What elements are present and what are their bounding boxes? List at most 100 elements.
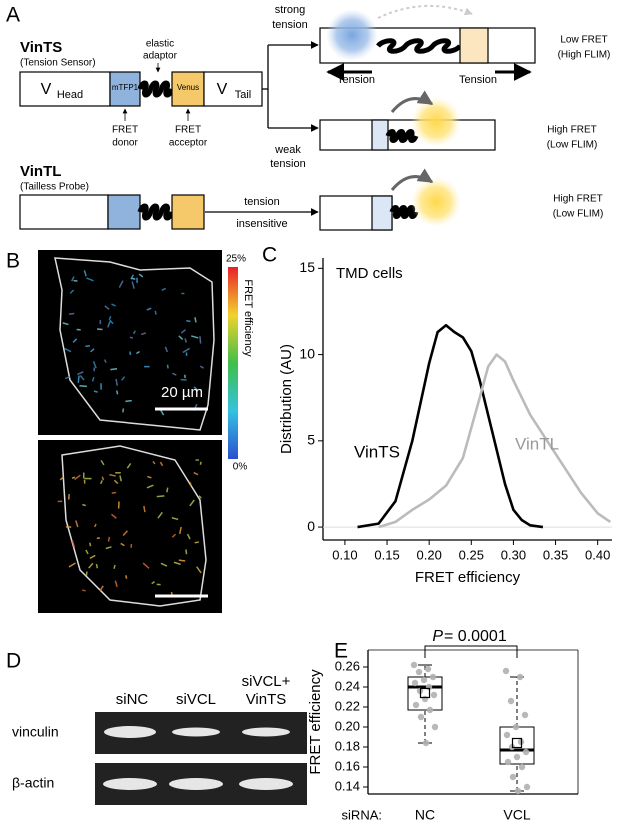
data-point [503, 731, 511, 739]
adhesion [193, 386, 199, 391]
adhesion [65, 526, 72, 528]
result-label: Low FRET [560, 35, 607, 46]
band [172, 727, 220, 737]
condition-label: tension [272, 19, 307, 31]
chart-title: TMD cells [336, 265, 403, 282]
adhesion [136, 277, 138, 284]
fret-arc [377, 5, 473, 19]
band [103, 778, 157, 790]
y-tick-label: 5 [307, 432, 315, 448]
adhesion [146, 307, 152, 311]
adhesion [159, 461, 164, 467]
adhesion [75, 520, 79, 528]
donor-label: FRET [112, 125, 138, 136]
adhesion [67, 494, 70, 500]
y-axis-label: Distribution (AU) [278, 344, 295, 454]
elastic-spring [137, 80, 175, 98]
adhesion [68, 562, 76, 568]
x-tick-label: 0.35 [543, 547, 568, 562]
adhesion [108, 315, 112, 321]
adhesion [144, 365, 150, 368]
adhesion [151, 581, 155, 585]
panel-letter: B [6, 250, 20, 273]
adhesion [110, 513, 117, 519]
adhesion [69, 312, 75, 315]
adhesion [101, 476, 105, 481]
data-point [507, 697, 515, 705]
adhesion [83, 479, 86, 484]
adhesion [140, 332, 147, 336]
adhesion [159, 409, 165, 416]
density-line [378, 353, 612, 529]
data-point [504, 758, 512, 766]
donor [371, 119, 389, 151]
mean [419, 687, 431, 699]
panel-letter: A [6, 4, 20, 27]
y-tick-label: 10 [299, 345, 315, 361]
adhesion [199, 365, 204, 369]
adhesion [185, 549, 188, 555]
data-point [415, 668, 423, 676]
panel-letter: D [6, 650, 21, 673]
condition-label: tension [270, 158, 305, 170]
adhesion [93, 390, 98, 393]
microscopy-image [38, 250, 222, 435]
adhesion [79, 374, 85, 381]
adhesion [156, 495, 165, 498]
microscopy-image [38, 440, 222, 613]
lane-label: siVCL [176, 691, 216, 708]
adhesion [57, 500, 63, 503]
adhesion [136, 350, 140, 355]
band [242, 727, 290, 737]
data-point [429, 673, 437, 681]
adhesion [122, 408, 125, 413]
x-tick-label: 0.20 [417, 547, 442, 562]
adhesion [130, 274, 135, 280]
adhesion [164, 346, 169, 353]
domain-subscript: Head [57, 89, 83, 101]
adhesion [71, 276, 75, 282]
adhesion [130, 543, 133, 548]
adhesion [64, 376, 71, 380]
adhesion [74, 474, 81, 481]
adhesion [82, 503, 86, 507]
adhesion [143, 505, 146, 513]
adhesion [154, 310, 157, 315]
adhesion [199, 461, 202, 465]
adhesion [93, 523, 97, 528]
result-label: High FRET [547, 125, 596, 136]
adhesion [82, 589, 86, 592]
adhesion [161, 287, 167, 291]
adhesion [122, 530, 128, 536]
adhesion [99, 585, 104, 592]
y-tick-label: 0.20 [335, 718, 360, 733]
data-point [430, 691, 438, 699]
force-label: Tension [337, 74, 375, 86]
acceptor-label: FRET [175, 125, 201, 136]
domain-subscript: Tail [235, 89, 252, 101]
adhesion [171, 517, 179, 521]
data-point [412, 701, 420, 709]
adhesion [178, 526, 182, 535]
force-label: Tension [459, 74, 497, 86]
adhesion [195, 459, 200, 461]
adhesion [114, 580, 118, 588]
adhesion [96, 537, 100, 540]
p-symbol: P [432, 628, 443, 645]
mtfp1 [109, 71, 141, 107]
adhesion [194, 317, 197, 323]
lane-label: siNC [116, 691, 149, 708]
adhesion [115, 472, 121, 474]
adhesion [107, 319, 112, 328]
colorbar [228, 267, 238, 459]
elastic-spring [389, 205, 419, 219]
x-axis-label: FRET efficiency [415, 569, 521, 586]
adhesion [142, 562, 150, 569]
adhesion [86, 277, 94, 282]
x-tick-label: 0.10 [332, 547, 357, 562]
condition-label: insensitive [236, 218, 287, 230]
lane-label: VinTS [246, 691, 287, 708]
data-point [426, 706, 434, 714]
adhesion [186, 319, 191, 323]
